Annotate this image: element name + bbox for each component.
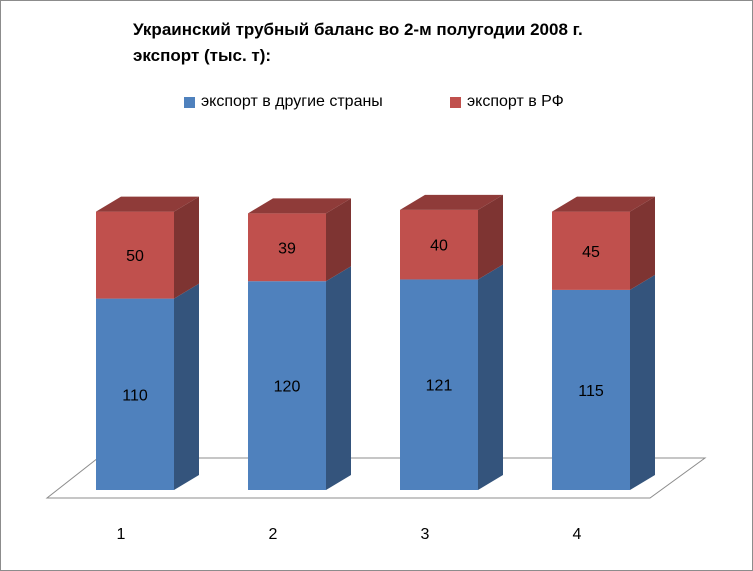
bar-top-series-2-cat-2 [248,198,351,214]
data-label-series-1-cat-1: 110 [122,387,148,404]
category-label-1: 1 [117,526,126,543]
data-label-series-2-cat-4: 45 [582,244,600,261]
bar-series-2-cat-4 [552,211,630,290]
chart-title-line-1: Украинский трубный баланс во 2-м полугод… [133,20,583,39]
legend-swatch-series-2 [450,96,461,108]
data-label-series-1-cat-4: 115 [578,383,604,400]
legend-item-series-1: экспорт в другие страны [184,92,383,112]
bar-side-series-2-cat-4 [630,196,655,290]
bar-side-series-2-cat-3 [478,194,503,280]
bar-side-series-2-cat-2 [326,198,351,282]
data-label-series-2-cat-1: 50 [126,248,144,265]
category-label-4: 4 [573,526,582,543]
bar-top-series-2-cat-4 [552,196,655,212]
bar-top-series-2-cat-3 [400,194,503,210]
legend-item-series-2: экспорт в РФ [450,92,564,112]
bar-series-1-cat-4 [552,289,630,490]
bar-series-1-cat-3 [400,279,478,490]
bar-side-series-2-cat-1 [174,196,199,299]
bar-series-2-cat-3 [400,209,478,280]
bar-series-2-cat-1 [96,211,174,299]
bar-side-series-1-cat-2 [326,266,351,490]
data-label-series-1-cat-2: 120 [274,379,301,396]
bar-side-series-1-cat-4 [630,274,655,490]
category-label-3: 3 [421,526,430,543]
data-label-series-2-cat-3: 40 [430,238,448,255]
category-label-2: 2 [269,526,278,543]
data-label-series-1-cat-3: 121 [426,378,453,395]
bar-series-2-cat-2 [248,213,326,282]
bar-side-series-1-cat-1 [174,283,199,490]
bar-side-series-1-cat-3 [478,264,503,490]
legend-swatch-series-1 [184,96,195,108]
bar-series-1-cat-1 [96,298,174,490]
chart-floor [45,457,707,499]
data-label-series-2-cat-2: 39 [278,240,296,257]
legend-label-series-2: экспорт в РФ [467,93,564,110]
chart-title-line-2: экспорт (тыс. т): [133,46,272,65]
bar-top-series-2-cat-1 [96,196,199,212]
legend-label-series-1: экспорт в другие страны [201,93,383,110]
bar-series-1-cat-2 [248,281,326,490]
